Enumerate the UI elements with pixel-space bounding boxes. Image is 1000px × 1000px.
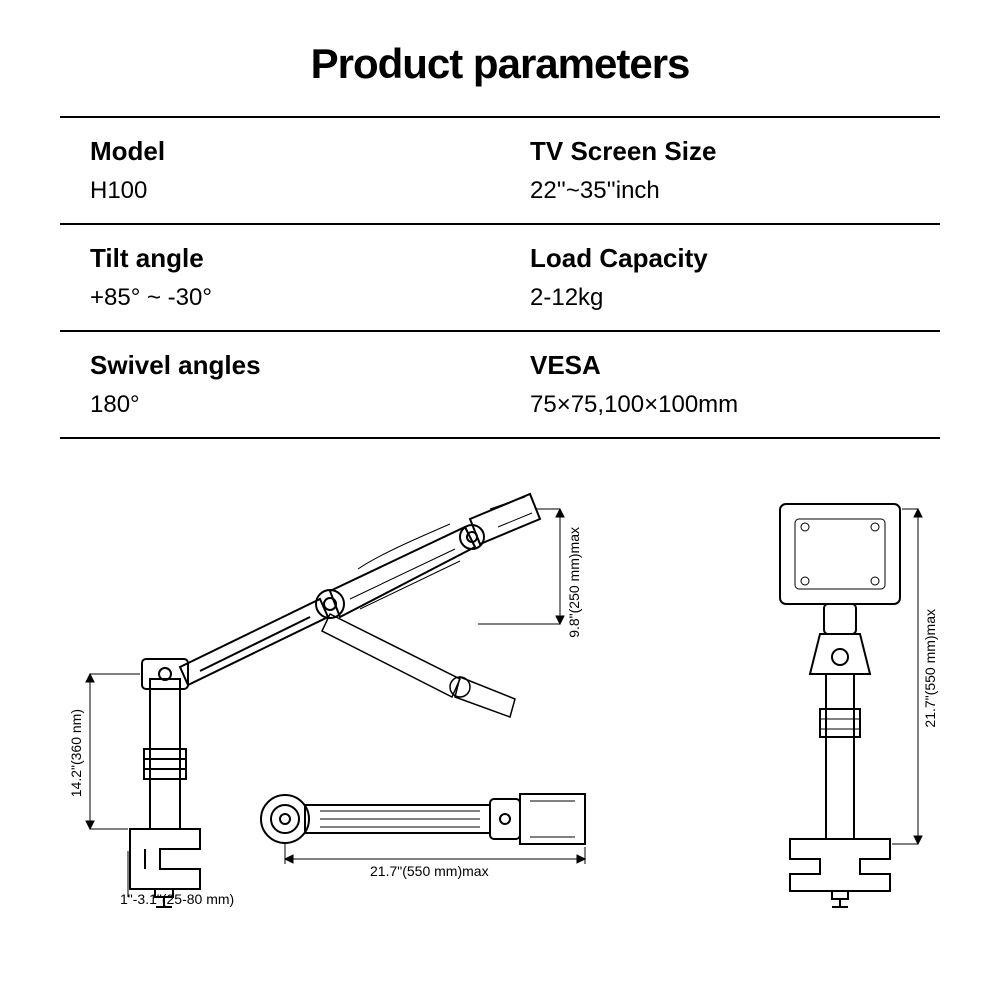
page-title: Product parameters bbox=[60, 40, 940, 88]
cell-tilt: Tilt angle +85° ~ -30° bbox=[60, 225, 500, 330]
value: 2-12kg bbox=[530, 284, 930, 312]
dim-reach: 21.7"(550 mm)max bbox=[370, 863, 489, 879]
cell-load: Load Capacity 2-12kg bbox=[500, 225, 940, 330]
label: VESA bbox=[530, 350, 930, 381]
dim-front-height: 21.7"(550 mm)max bbox=[922, 609, 938, 728]
dim-arm-rise: 9.8"(250 mm)max bbox=[566, 527, 582, 638]
dim-height-side: 14.2"(360 nm) bbox=[68, 709, 84, 797]
value: 22''~35''inch bbox=[530, 177, 930, 205]
dim-clamp-range: 1"-3.1"(25-80 mm) bbox=[120, 891, 234, 907]
value: 180° bbox=[90, 391, 490, 419]
table-row: Model H100 TV Screen Size 22''~35''inch bbox=[60, 118, 940, 225]
label: Swivel angles bbox=[90, 350, 490, 381]
table-row: Tilt angle +85° ~ -30° Load Capacity 2-1… bbox=[60, 225, 940, 332]
cell-model: Model H100 bbox=[60, 118, 500, 223]
cell-swivel: Swivel angles 180° bbox=[60, 332, 500, 437]
parameters-table: Model H100 TV Screen Size 22''~35''inch … bbox=[60, 116, 940, 439]
label: Tilt angle bbox=[90, 243, 490, 274]
value: H100 bbox=[90, 177, 490, 205]
diagram-svg bbox=[60, 449, 940, 909]
table-row: Swivel angles 180° VESA 75×75,100×100mm bbox=[60, 332, 940, 439]
value: 75×75,100×100mm bbox=[530, 391, 930, 419]
cell-vesa: VESA 75×75,100×100mm bbox=[500, 332, 940, 437]
technical-diagram: 14.2"(360 nm) 1"-3.1"(25-80 mm) 9.8"(250… bbox=[60, 449, 940, 909]
cell-screen-size: TV Screen Size 22''~35''inch bbox=[500, 118, 940, 223]
label: Model bbox=[90, 136, 490, 167]
value: +85° ~ -30° bbox=[90, 284, 490, 312]
label: Load Capacity bbox=[530, 243, 930, 274]
label: TV Screen Size bbox=[530, 136, 930, 167]
